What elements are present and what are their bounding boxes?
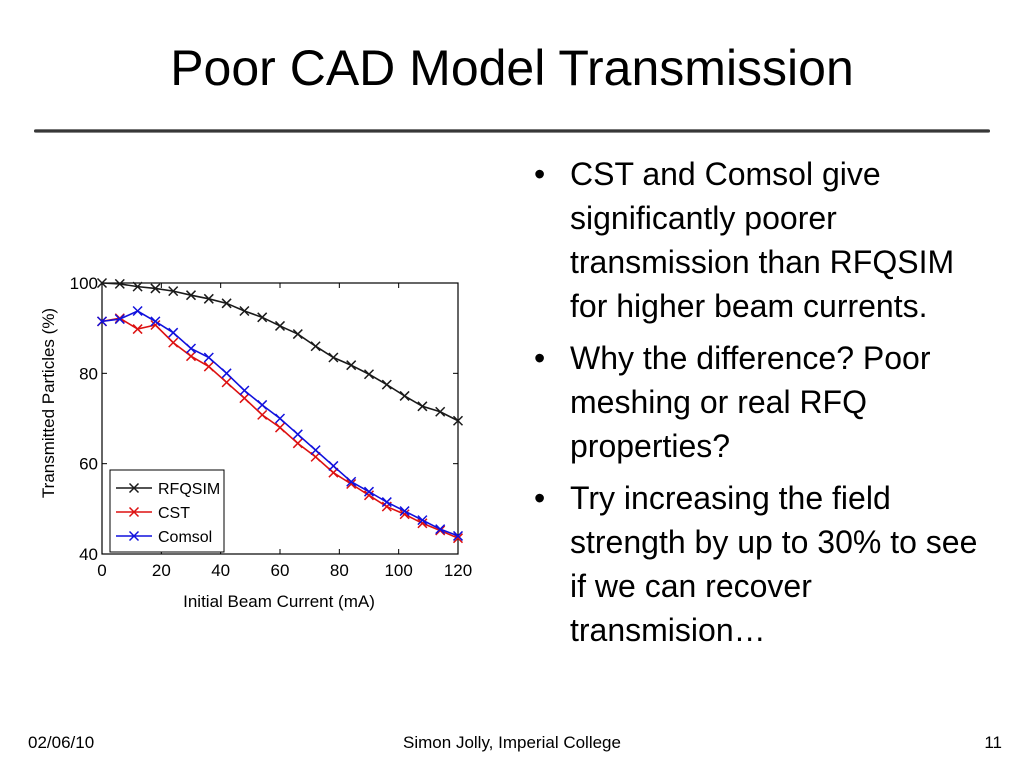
x-tick-label: 80 [330,561,349,580]
data-point-rfqsim [346,360,357,371]
data-point-comsol [399,506,410,517]
data-point-comsol [363,486,375,497]
data-point-rfqsim [132,281,143,292]
data-point-rfqsim [310,341,321,352]
data-point-comsol [185,343,197,354]
data-point-rfqsim [399,390,410,401]
y-tick-label: 40 [79,545,98,564]
data-point-cst [292,438,303,449]
slide-title: Poor CAD Model Transmission [170,40,854,96]
transmission-chart: Transmitted Particles (%) Initial Beam C… [30,255,500,620]
data-point-comsol [452,530,464,541]
data-point-rfqsim [435,406,446,417]
data-point-rfqsim [417,401,428,412]
data-point-cst [363,490,375,501]
data-point-rfqsim [452,415,464,426]
bullet-text: CST and Comsol give significantly poorer… [570,156,955,324]
data-point-cst [274,422,286,433]
data-point-cst [168,337,179,348]
x-tick-label: 120 [444,561,472,580]
data-point-rfqsim [328,352,339,363]
data-point-rfqsim [292,329,303,340]
legend-label: CST [158,505,190,522]
data-point-rfqsim [96,277,108,289]
data-point-cst [257,409,268,420]
data-point-comsol [239,385,250,396]
data-point-rfqsim [363,369,375,380]
data-point-comsol [274,413,286,424]
bullet-text: Try increasing the field strength by up … [570,480,978,648]
bullet-glyph: • [534,340,546,376]
data-point-comsol [114,314,125,325]
data-point-comsol [346,476,357,487]
data-point-rfqsim [221,298,232,309]
data-point-cst [417,518,428,529]
x-tick-label: 60 [271,561,290,580]
data-point-rfqsim [381,379,392,390]
data-point-rfqsim [274,320,286,331]
data-point-rfqsim [203,293,214,304]
data-point-comsol [257,399,268,410]
data-point-comsol [381,497,392,508]
data-point-comsol [150,316,161,327]
data-point-comsol [310,445,321,456]
data-point-cst [239,393,250,404]
footer-date: 02/06/10 [28,733,95,752]
legend-box [109,469,225,553]
x-tick-label: 0 [97,561,106,580]
data-point-comsol [96,316,108,327]
footer-author: Simon Jolly, Imperial College [403,733,621,752]
data-point-comsol [203,352,214,363]
data-point-rfqsim [114,278,125,289]
data-point-rfqsim [239,305,250,317]
data-point-cst [221,377,232,388]
data-point-cst [150,319,161,331]
x-axis-label: Initial Beam Current (mA) [183,592,375,611]
y-axis-label: Transmitted Particles (%) [39,308,58,498]
footer-page-number: 11 [984,733,1002,752]
bullet-glyph: • [534,156,546,192]
data-point-comsol [132,305,143,317]
y-tick-label: 100 [70,274,98,293]
title-divider [34,129,990,133]
data-point-cst [185,351,197,362]
data-point-cst [346,478,357,490]
bullet-text: Why the difference? Poor meshing or real… [570,340,931,464]
x-tick-label: 40 [211,561,230,580]
bullet-item: • CST and Comsol give significantly poore… [528,152,998,328]
data-point-comsol [221,368,232,379]
bullet-list: • CST and Comsol give significantly poore… [528,152,998,660]
x-tick-label: 20 [152,561,171,580]
y-tick-label: 60 [79,455,98,474]
data-point-comsol [328,460,339,471]
legend-marker [128,530,140,542]
data-point-rfqsim [168,286,179,297]
legend-label: Comsol [158,529,212,546]
data-point-comsol [417,515,428,526]
data-point-cst [132,324,143,335]
bullet-item: • Why the difference? Poor meshing or rea… [528,336,998,468]
bullet-glyph: • [534,480,546,516]
data-point-comsol [292,429,303,440]
legend-marker [128,482,140,494]
data-point-comsol [168,327,179,338]
series-line-rfqsim [101,282,459,422]
legend-label: RFQSIM [158,481,220,498]
data-point-rfqsim [150,283,161,294]
bullet-item: • Try increasing the field strength by up… [528,476,998,652]
transmission-chart-svg: Transmitted Particles (%) Initial Beam C… [39,274,472,611]
x-tick-label: 100 [384,561,412,580]
legend-marker [128,506,140,518]
data-point-rfqsim [257,312,268,323]
data-point-comsol [435,524,446,535]
data-point-rfqsim [185,290,197,301]
data-point-cst [399,509,410,520]
data-point-cst [203,361,214,372]
y-tick-label: 80 [79,364,98,383]
